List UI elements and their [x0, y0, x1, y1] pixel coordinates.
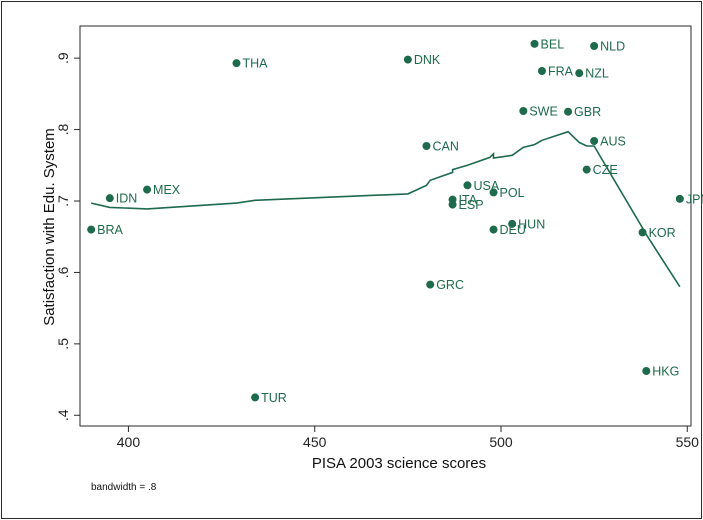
point-label: TUR	[261, 391, 287, 405]
point-label: POL	[500, 186, 525, 200]
bandwidth-note: bandwidth = .8	[91, 482, 157, 493]
data-point	[463, 181, 472, 190]
point-label: DNK	[414, 53, 441, 67]
data-point	[426, 280, 435, 289]
point-label: FRA	[548, 65, 574, 79]
data-point	[448, 200, 457, 209]
x-tick-label: 400	[117, 434, 141, 450]
data-point	[590, 137, 599, 145]
data-point	[582, 165, 591, 174]
data-point	[143, 185, 152, 194]
point-label: JPN	[686, 192, 703, 206]
data-point	[422, 142, 431, 150]
data-point	[489, 225, 498, 234]
y-tick-label: .4	[55, 409, 71, 421]
point-label: ESP	[459, 198, 484, 212]
lowess-layer	[91, 130, 681, 288]
point-label: KOR	[649, 226, 676, 240]
point-label: CZE	[593, 163, 618, 177]
points-layer: BRAIDNMEXTHATURDNKCANGRCITAESPUSAPOLDEUH…	[87, 37, 703, 405]
point-label: THA	[242, 57, 268, 71]
point-label: MEX	[153, 183, 181, 197]
y-tick-label: .6	[55, 266, 71, 278]
point-label: SWE	[529, 105, 557, 119]
data-point	[590, 42, 599, 50]
data-point	[251, 393, 260, 402]
axes: 400 450 500 550 .4 .5 .6 .7 .8 .9	[55, 25, 700, 450]
data-point	[232, 59, 241, 68]
y-tick-label: .5	[55, 338, 71, 350]
y-tick-label: .7	[55, 195, 71, 207]
point-label: GRC	[436, 278, 464, 292]
point-label: HKG	[652, 365, 679, 379]
point-label: BEL	[541, 37, 565, 51]
point-label: IDN	[116, 192, 138, 206]
y-axis-title: Satisfaction with Edu. System	[41, 128, 58, 326]
data-point	[537, 67, 546, 75]
data-point	[642, 367, 651, 375]
point-label: NLD	[600, 40, 625, 54]
data-point	[403, 55, 412, 64]
y-tick-label: .8	[55, 124, 71, 136]
data-point	[530, 39, 539, 48]
point-label: ITA	[459, 193, 478, 207]
data-point	[638, 228, 647, 237]
x-tick-label: 550	[676, 434, 700, 450]
data-point	[105, 194, 114, 203]
data-point	[519, 107, 528, 115]
point-label: AUS	[600, 135, 626, 149]
point-label: DEU	[500, 223, 526, 237]
data-point	[564, 107, 573, 116]
x-tick-label: 450	[303, 434, 327, 450]
point-label: HUN	[518, 217, 545, 231]
data-point	[508, 219, 517, 228]
point-label: CAN	[432, 140, 458, 154]
point-label: NZL	[585, 67, 609, 81]
lowess-line	[91, 130, 681, 288]
x-axis-title: PISA 2003 science scores	[312, 455, 486, 472]
data-point	[87, 225, 96, 234]
point-label: GBR	[574, 105, 601, 119]
point-label: BRA	[97, 223, 123, 237]
data-point	[675, 194, 684, 203]
x-tick-label: 500	[489, 434, 513, 450]
data-point	[489, 188, 498, 197]
y-tick-label: .9	[55, 52, 71, 64]
plot-area	[79, 25, 692, 427]
data-point	[575, 69, 584, 78]
